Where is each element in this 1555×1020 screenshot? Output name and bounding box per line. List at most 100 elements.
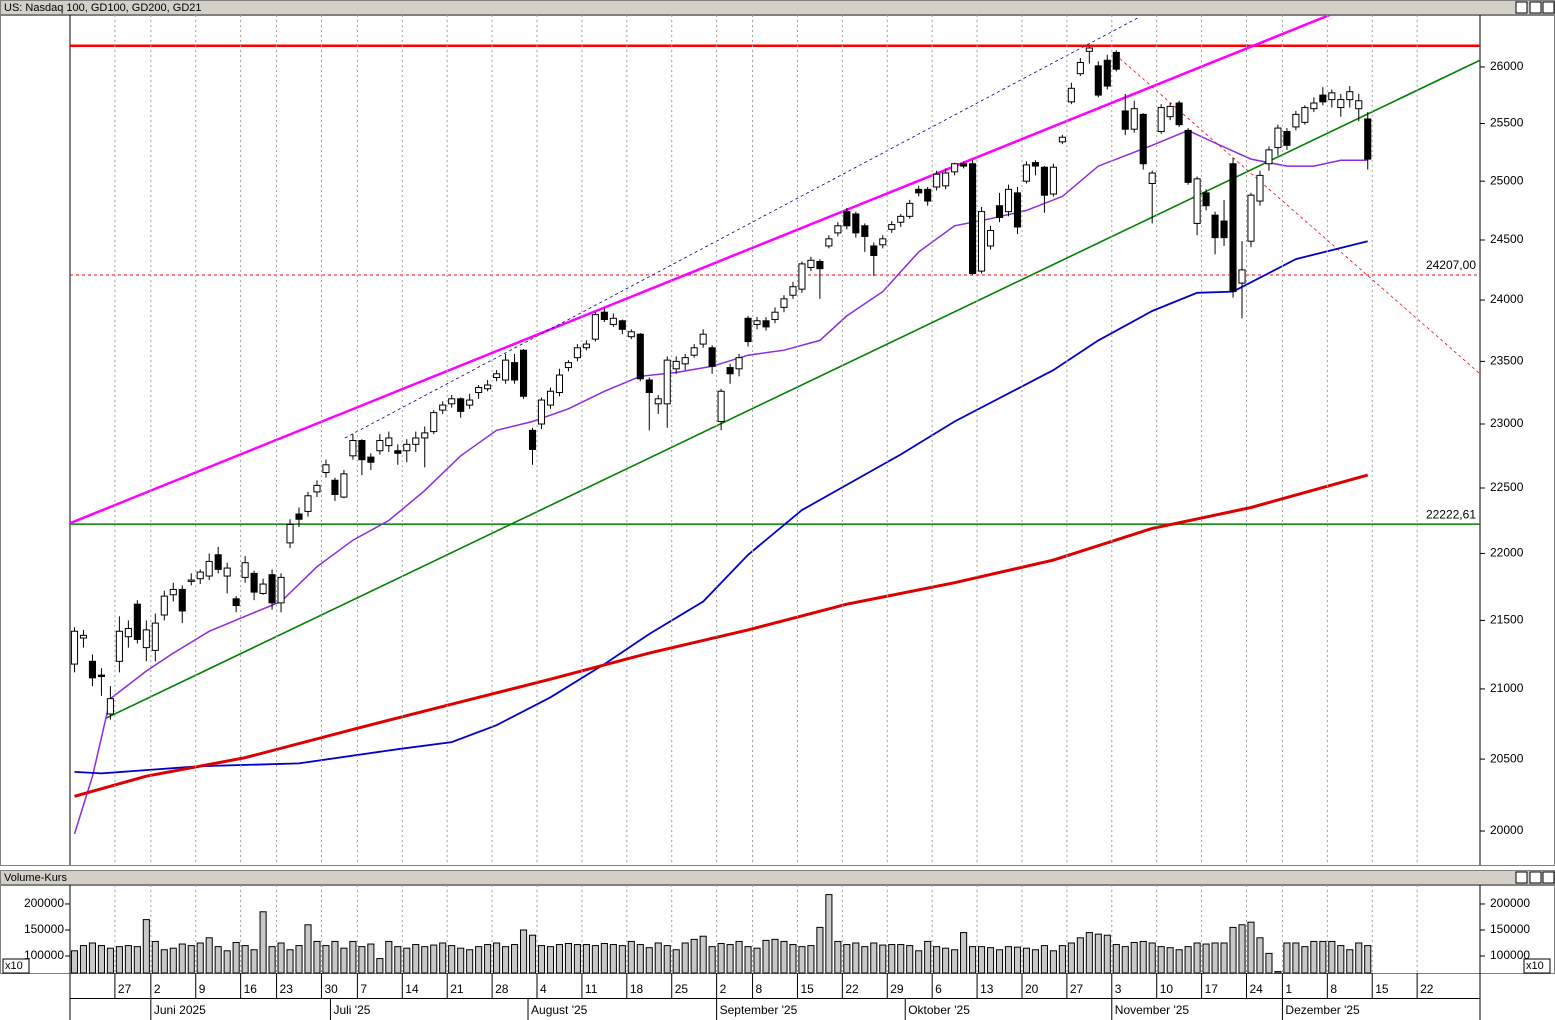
- candle-body: [1040, 166, 1048, 196]
- volume-bar: [825, 894, 833, 974]
- x-tick-label: 6: [935, 982, 942, 996]
- candle-body: [870, 245, 878, 257]
- candle-body: [1202, 192, 1210, 207]
- volume-bar: [843, 944, 851, 974]
- volume-bar: [169, 947, 177, 974]
- volume-bar: [376, 958, 384, 974]
- volume-bar: [1301, 946, 1309, 974]
- volume-bar: [1076, 937, 1084, 974]
- close-button[interactable]: [1542, 1, 1555, 14]
- volume-header: [0, 870, 1555, 885]
- x-tick-label: 1: [1285, 982, 1292, 996]
- volume-bar: [1148, 942, 1156, 974]
- maximize-button[interactable]: [1515, 871, 1528, 884]
- candle-body: [1319, 94, 1327, 103]
- volume-bar: [142, 919, 150, 974]
- volume-bar: [1121, 946, 1129, 974]
- candle-body: [412, 437, 420, 445]
- candle-body: [834, 225, 842, 234]
- restore-button[interactable]: [1529, 1, 1542, 14]
- candle-body: [1211, 214, 1219, 239]
- volume-bar: [546, 946, 555, 974]
- x-tick-label: 20: [1025, 982, 1039, 996]
- volume-bar: [672, 949, 680, 974]
- volume-bar: [430, 944, 438, 974]
- close-button[interactable]: [1542, 871, 1555, 884]
- volume-bar: [106, 947, 114, 974]
- volume-bar: [1166, 947, 1174, 974]
- volume-bar: [717, 943, 725, 974]
- volume-bar: [70, 950, 79, 974]
- x-tick-label: 2: [154, 982, 161, 996]
- candle-body: [600, 311, 608, 321]
- candle-body: [466, 399, 474, 406]
- volume-bar: [1022, 947, 1031, 974]
- chart-title: US: Nasdaq 100, GD100, GD200, GD21: [4, 2, 202, 14]
- volume-bar: [986, 947, 995, 974]
- candle-body: [457, 398, 465, 412]
- candle-body: [807, 259, 815, 268]
- candle-body: [1103, 59, 1111, 87]
- volume-bar: [969, 946, 977, 974]
- month-label: Juli '25: [333, 1003, 370, 1017]
- volume-bar: [960, 932, 968, 974]
- candle-body: [672, 360, 680, 370]
- volume-bar: [295, 945, 303, 974]
- trend-line: [105, 59, 1480, 719]
- x-tick-label: 3: [1115, 982, 1122, 996]
- y-tick-label: 200000: [1490, 896, 1530, 910]
- candle-body: [1256, 174, 1264, 202]
- candle-body: [681, 357, 689, 365]
- volume-bar: [1049, 950, 1057, 974]
- x-tick-label: 10: [1160, 982, 1174, 996]
- candle-body: [825, 238, 833, 247]
- restore-button[interactable]: [1529, 871, 1542, 884]
- volume-bar: [1355, 942, 1363, 974]
- candle-body: [1283, 131, 1291, 146]
- candle-body: [313, 484, 321, 493]
- volume-bar: [582, 944, 590, 974]
- month-label: Dezember '25: [1285, 1003, 1360, 1017]
- volume-bar: [1175, 949, 1183, 974]
- candle-body: [726, 367, 734, 375]
- y-tick-label: 100000: [1490, 948, 1530, 962]
- x-tick-label: 27: [118, 982, 132, 996]
- y-tick-label: 20500: [1490, 751, 1524, 765]
- volume-bar: [1319, 940, 1327, 974]
- y-tick-label: 24000: [1490, 292, 1524, 306]
- candle-body: [484, 384, 492, 390]
- volume-bar: [555, 944, 564, 974]
- candle-body: [448, 398, 456, 405]
- candle-body: [753, 320, 761, 325]
- volume-bar: [951, 949, 959, 974]
- x-tick-label: 14: [405, 982, 419, 996]
- volume-bar: [564, 943, 572, 974]
- candle-body: [519, 349, 528, 397]
- maximize-button[interactable]: [1515, 1, 1528, 14]
- candle-body: [654, 398, 662, 405]
- candle-body: [187, 579, 195, 582]
- volume-bar: [124, 945, 132, 974]
- month-label: November '25: [1115, 1003, 1190, 1017]
- candle-body: [888, 224, 896, 230]
- y-tick-label: 21000: [1490, 681, 1524, 695]
- x-tick-label: 25: [675, 982, 689, 996]
- x-tick-label: 8: [756, 982, 763, 996]
- candle-body: [690, 347, 698, 356]
- candle-body: [609, 317, 617, 325]
- candle-body: [1355, 100, 1363, 110]
- volume-bar: [250, 949, 258, 974]
- candle-body: [1085, 47, 1093, 52]
- candle-body: [97, 674, 105, 677]
- volume-bar: [654, 942, 662, 974]
- candle-body: [277, 576, 285, 604]
- volume-title: Volume-Kurs: [4, 872, 67, 884]
- candle-body: [744, 317, 752, 343]
- volume-bar: [1220, 942, 1228, 974]
- candle-body: [1328, 92, 1336, 101]
- candle-body: [1004, 188, 1013, 213]
- candle-body: [618, 320, 626, 330]
- y-tick-label: 22000: [1490, 546, 1524, 560]
